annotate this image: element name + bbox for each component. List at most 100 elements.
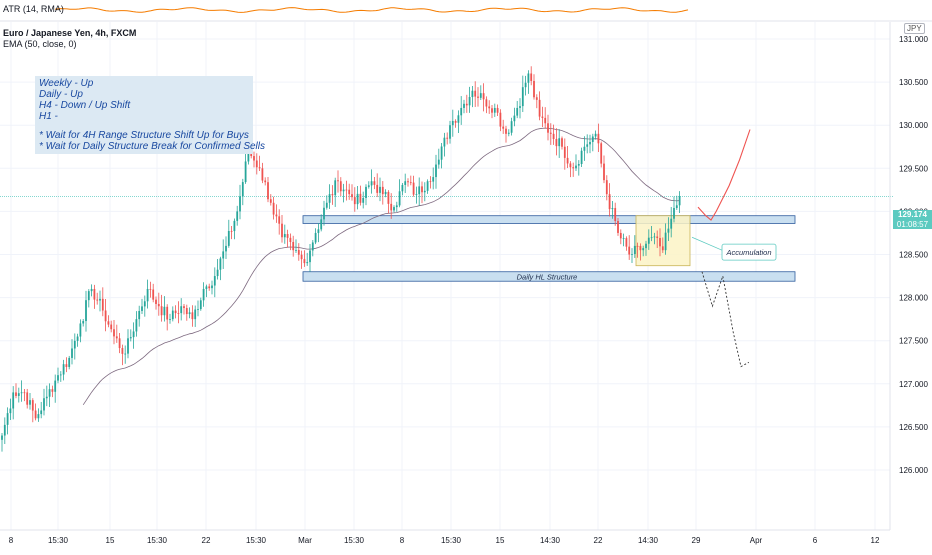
candle-body	[488, 106, 491, 109]
candle-body	[9, 408, 12, 414]
candle-body	[90, 288, 93, 292]
zone-labels: Daily HL Structure Accumulation	[517, 243, 777, 282]
candle-body	[527, 73, 530, 83]
candle-body	[118, 338, 121, 349]
candle-body	[533, 80, 535, 98]
symbol-title[interactable]: Euro / Japanese Yen, 4h, FXCM	[3, 28, 137, 38]
candle-body	[135, 319, 138, 332]
candle-body	[580, 150, 583, 165]
candle-body	[155, 299, 157, 304]
candle-body	[415, 194, 418, 195]
candle-body	[421, 186, 423, 193]
candle-body	[524, 82, 527, 88]
candle-body	[353, 197, 356, 205]
candle-body	[493, 107, 496, 113]
candle-body	[398, 191, 401, 206]
candle-body	[43, 398, 45, 411]
candle-body	[233, 220, 236, 232]
candle-body	[236, 211, 239, 221]
y-tick-label: 129.500	[899, 164, 928, 173]
candle-body	[57, 375, 59, 381]
atr-label[interactable]: ATR (14, RMA)	[3, 4, 64, 14]
candle-body	[163, 306, 166, 316]
candle-body	[286, 234, 289, 238]
candle-body	[185, 308, 188, 315]
x-tick-label: 15:30	[147, 536, 168, 545]
candle-body	[115, 336, 118, 339]
candle-body	[381, 186, 384, 195]
candle-body	[169, 319, 171, 320]
candle-body	[491, 108, 493, 113]
candle-body	[384, 191, 387, 195]
candle-body	[572, 167, 575, 169]
candle-body	[426, 181, 429, 191]
candle-body	[549, 132, 552, 134]
candle-body	[174, 310, 177, 314]
x-tick-label: 14:30	[540, 536, 561, 545]
candle-body	[505, 128, 507, 134]
candle-body	[555, 138, 558, 147]
candle-body	[675, 205, 678, 208]
candle-body	[157, 303, 160, 307]
candle-body	[667, 228, 670, 233]
candle-body	[68, 357, 71, 367]
candle-body	[34, 410, 37, 419]
candle-body	[516, 107, 519, 116]
candle-body	[608, 194, 611, 210]
candle-body	[334, 180, 337, 196]
candle-body	[76, 336, 79, 341]
y-tick-label: 127.500	[899, 337, 928, 346]
candle-body	[138, 310, 141, 320]
candle-body	[101, 298, 104, 311]
candle-body	[29, 400, 31, 405]
x-tick-label: Mar	[298, 536, 312, 545]
candle-body	[255, 160, 258, 168]
candle-body	[670, 218, 673, 229]
candle-body	[247, 151, 250, 162]
candle-body	[51, 389, 54, 392]
ema-label[interactable]: EMA (50, close, 0)	[3, 39, 77, 49]
candle-body	[99, 298, 101, 301]
candle-body	[575, 165, 577, 169]
candle-body	[328, 194, 331, 203]
candle-body	[409, 182, 412, 184]
x-tick-label: 12	[871, 536, 880, 545]
x-tick-label: 29	[692, 536, 701, 545]
daily-hl-zone	[302, 271, 796, 282]
candle-body	[311, 242, 314, 251]
candle-body	[20, 392, 23, 394]
candle-body	[356, 193, 359, 205]
candle-body	[513, 115, 516, 122]
candle-body	[639, 245, 642, 251]
candle-body	[463, 103, 465, 108]
candle-body	[673, 207, 675, 219]
candle-body	[188, 312, 191, 315]
candle-body	[110, 324, 113, 330]
candle-body	[429, 181, 432, 183]
candle-body	[79, 323, 82, 337]
candle-body	[160, 306, 163, 316]
candle-body	[471, 90, 474, 98]
candle-body	[605, 180, 608, 195]
y-tick-label: 126.500	[899, 423, 928, 432]
candle-body	[171, 310, 174, 320]
candle-body	[317, 229, 320, 233]
candle-body	[216, 269, 219, 277]
candle-body	[591, 136, 594, 142]
candle-body	[367, 185, 370, 187]
atr-indicator-pane	[54, 7, 689, 13]
candle-body	[107, 321, 110, 325]
candle-body	[253, 156, 255, 161]
y-tick-label: 126.000	[899, 466, 928, 475]
candle-body	[1, 435, 3, 440]
candle-body	[303, 259, 306, 264]
candle-body	[351, 194, 353, 198]
candle-body	[379, 186, 381, 193]
currency-badge[interactable]: JPY	[904, 23, 925, 34]
candle-body	[586, 144, 589, 147]
candle-body	[239, 196, 241, 212]
analysis-note[interactable]: Weekly - Up Daily - Up H4 - Down / Up Sh…	[35, 76, 265, 154]
candle-body	[449, 125, 451, 139]
